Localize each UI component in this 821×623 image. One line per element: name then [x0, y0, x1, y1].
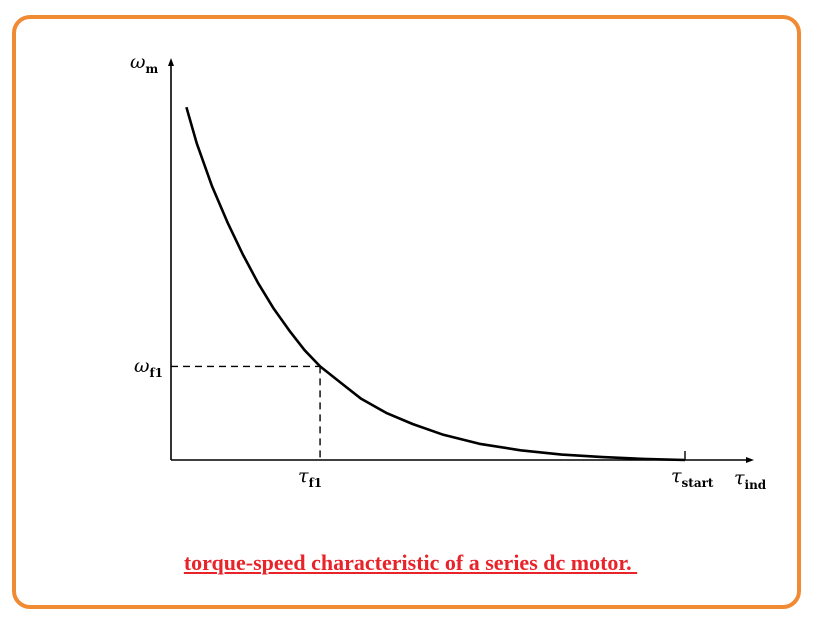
tau-start-label: τstart: [671, 465, 714, 490]
omega-f1-label: ωf1: [134, 355, 163, 380]
y-axis-label: ωm: [130, 51, 159, 76]
chart-caption: torque-speed characteristic of a series …: [183, 550, 638, 575]
figure-frame: [12, 15, 801, 609]
tau-f1-label: τf1: [298, 465, 322, 490]
x-axis-label: τind: [734, 467, 767, 492]
speed-curve: [185, 106, 686, 462]
